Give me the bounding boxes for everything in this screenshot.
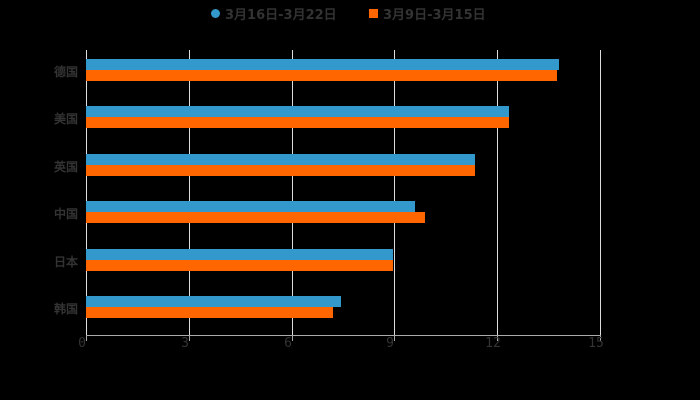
bar-series2[interactable] — [86, 260, 393, 271]
x-axis-tick-label: 3 — [181, 336, 189, 351]
legend-item-series1[interactable]: 3月16日-3月22日 — [211, 4, 337, 23]
legend-item-series2[interactable]: 3月9日-3月15日 — [369, 4, 486, 23]
gridline — [86, 50, 87, 335]
gridline — [292, 50, 293, 335]
gridline — [497, 50, 498, 335]
legend-circle-icon — [211, 8, 220, 18]
x-axis-tick — [189, 335, 190, 341]
x-axis-tick — [394, 335, 395, 341]
bar-series1[interactable] — [86, 201, 415, 212]
x-axis-line — [86, 335, 600, 336]
bar-series2[interactable] — [86, 307, 333, 318]
y-axis-category-label: 日本 — [53, 254, 78, 269]
gridline — [600, 50, 601, 335]
y-axis-category-label: 德国 — [53, 64, 78, 79]
legend-label: 3月9日-3月15日 — [383, 7, 486, 23]
x-axis-tick — [600, 335, 601, 341]
x-axis-tick — [86, 335, 87, 341]
bar-series2[interactable] — [86, 70, 557, 81]
legend-label: 3月16日-3月22日 — [225, 7, 337, 23]
bar-series1[interactable] — [86, 249, 393, 260]
y-axis-category-label: 英国 — [53, 159, 78, 174]
x-axis-tick — [497, 335, 498, 341]
y-axis-category-label: 韩国 — [53, 302, 78, 317]
y-axis-category-label: 美国 — [53, 112, 78, 127]
chart-legend: 3月16日-3月22日 3月9日-3月15日 — [0, 4, 700, 24]
x-axis-tick-label: 15 — [588, 336, 604, 351]
x-axis-tick-label: 6 — [284, 336, 292, 351]
bar-series1[interactable] — [86, 296, 341, 307]
bar-series1[interactable] — [86, 154, 475, 165]
y-axis-category-label: 中国 — [53, 207, 78, 222]
x-axis-tick — [292, 335, 293, 341]
bar-series1[interactable] — [86, 59, 559, 70]
bar-series2[interactable] — [86, 165, 475, 176]
bar-series2[interactable] — [86, 117, 509, 128]
gridline — [394, 50, 395, 335]
bar-series2[interactable] — [86, 212, 425, 223]
legend-square-icon — [369, 8, 378, 18]
gridline — [189, 50, 190, 335]
x-axis-tick-label: 0 — [78, 336, 86, 351]
x-axis-tick-label: 12 — [485, 336, 501, 351]
x-axis-tick-label: 9 — [386, 336, 394, 351]
bar-series1[interactable] — [86, 106, 509, 117]
